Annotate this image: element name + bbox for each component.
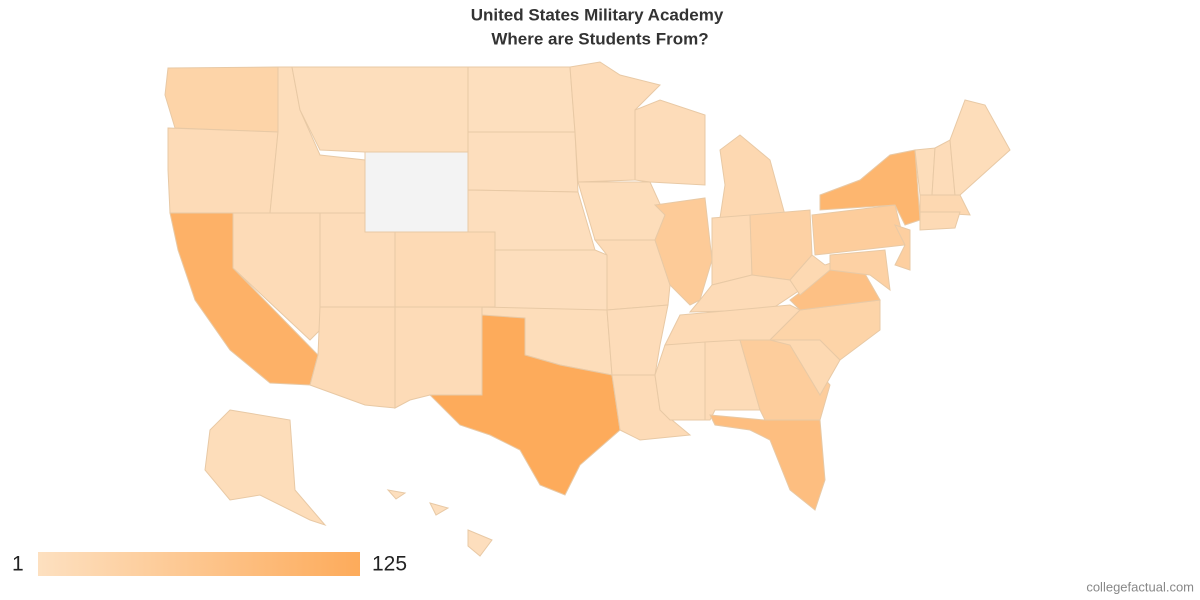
state-region [291,66,469,153]
state-region [494,249,608,311]
state-region [364,151,469,233]
chart-subtitle: Where are Students From? [491,29,708,48]
state-region [577,181,666,241]
state-region [894,224,911,271]
state-region [949,99,1011,196]
legend-max: 125 [372,553,407,576]
state-region [467,66,576,133]
state-region [167,127,279,214]
state-region [829,249,891,292]
legend-min: 1 [12,553,24,576]
state-region [654,341,706,421]
state-region [653,197,713,306]
state-region [204,409,327,527]
state-region [811,204,906,256]
state-region [606,304,669,376]
state-region [394,306,483,409]
state-region [711,214,753,286]
state-region [394,231,496,308]
state-region [919,194,971,216]
state-region [429,502,450,516]
legend-gradient [38,552,360,576]
state-region [428,314,621,496]
state-region [164,66,279,133]
state-region [309,306,396,409]
state-region [719,134,786,219]
chart-title: United States Military Academy [471,5,724,24]
state-region [919,211,961,231]
state-region [634,99,706,186]
source: collegefactual.com [1086,579,1194,594]
states [164,61,1011,557]
state-region [709,414,826,511]
state-region [386,489,407,500]
state-region [467,131,579,193]
state-region [467,529,493,557]
